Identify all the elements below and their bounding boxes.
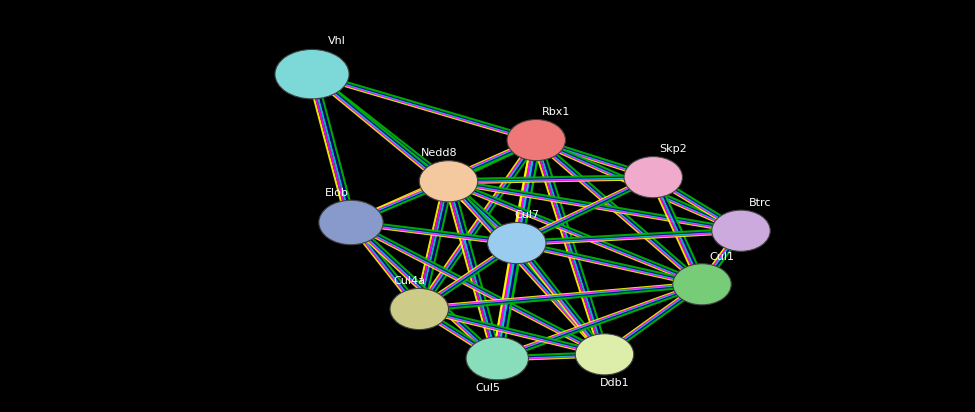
Text: Cul1: Cul1 xyxy=(709,252,734,262)
Ellipse shape xyxy=(275,49,349,99)
Ellipse shape xyxy=(575,334,634,375)
Text: Ddb1: Ddb1 xyxy=(600,378,629,388)
Text: Vhl: Vhl xyxy=(328,36,345,46)
Text: Cul5: Cul5 xyxy=(475,383,500,393)
Text: Rbx1: Rbx1 xyxy=(541,107,570,117)
Text: Cul4a: Cul4a xyxy=(394,276,425,286)
Text: Nedd8: Nedd8 xyxy=(420,148,457,158)
Text: Skp2: Skp2 xyxy=(659,144,686,154)
Ellipse shape xyxy=(712,210,770,251)
Text: Cul7: Cul7 xyxy=(514,210,539,220)
Ellipse shape xyxy=(624,157,682,198)
Ellipse shape xyxy=(390,288,448,330)
Text: Btrc: Btrc xyxy=(749,198,772,208)
Ellipse shape xyxy=(488,222,546,264)
Text: Elob: Elob xyxy=(325,188,348,198)
Ellipse shape xyxy=(673,264,731,305)
Ellipse shape xyxy=(319,200,383,245)
Ellipse shape xyxy=(507,119,566,161)
Ellipse shape xyxy=(419,161,478,202)
Ellipse shape xyxy=(466,337,528,380)
